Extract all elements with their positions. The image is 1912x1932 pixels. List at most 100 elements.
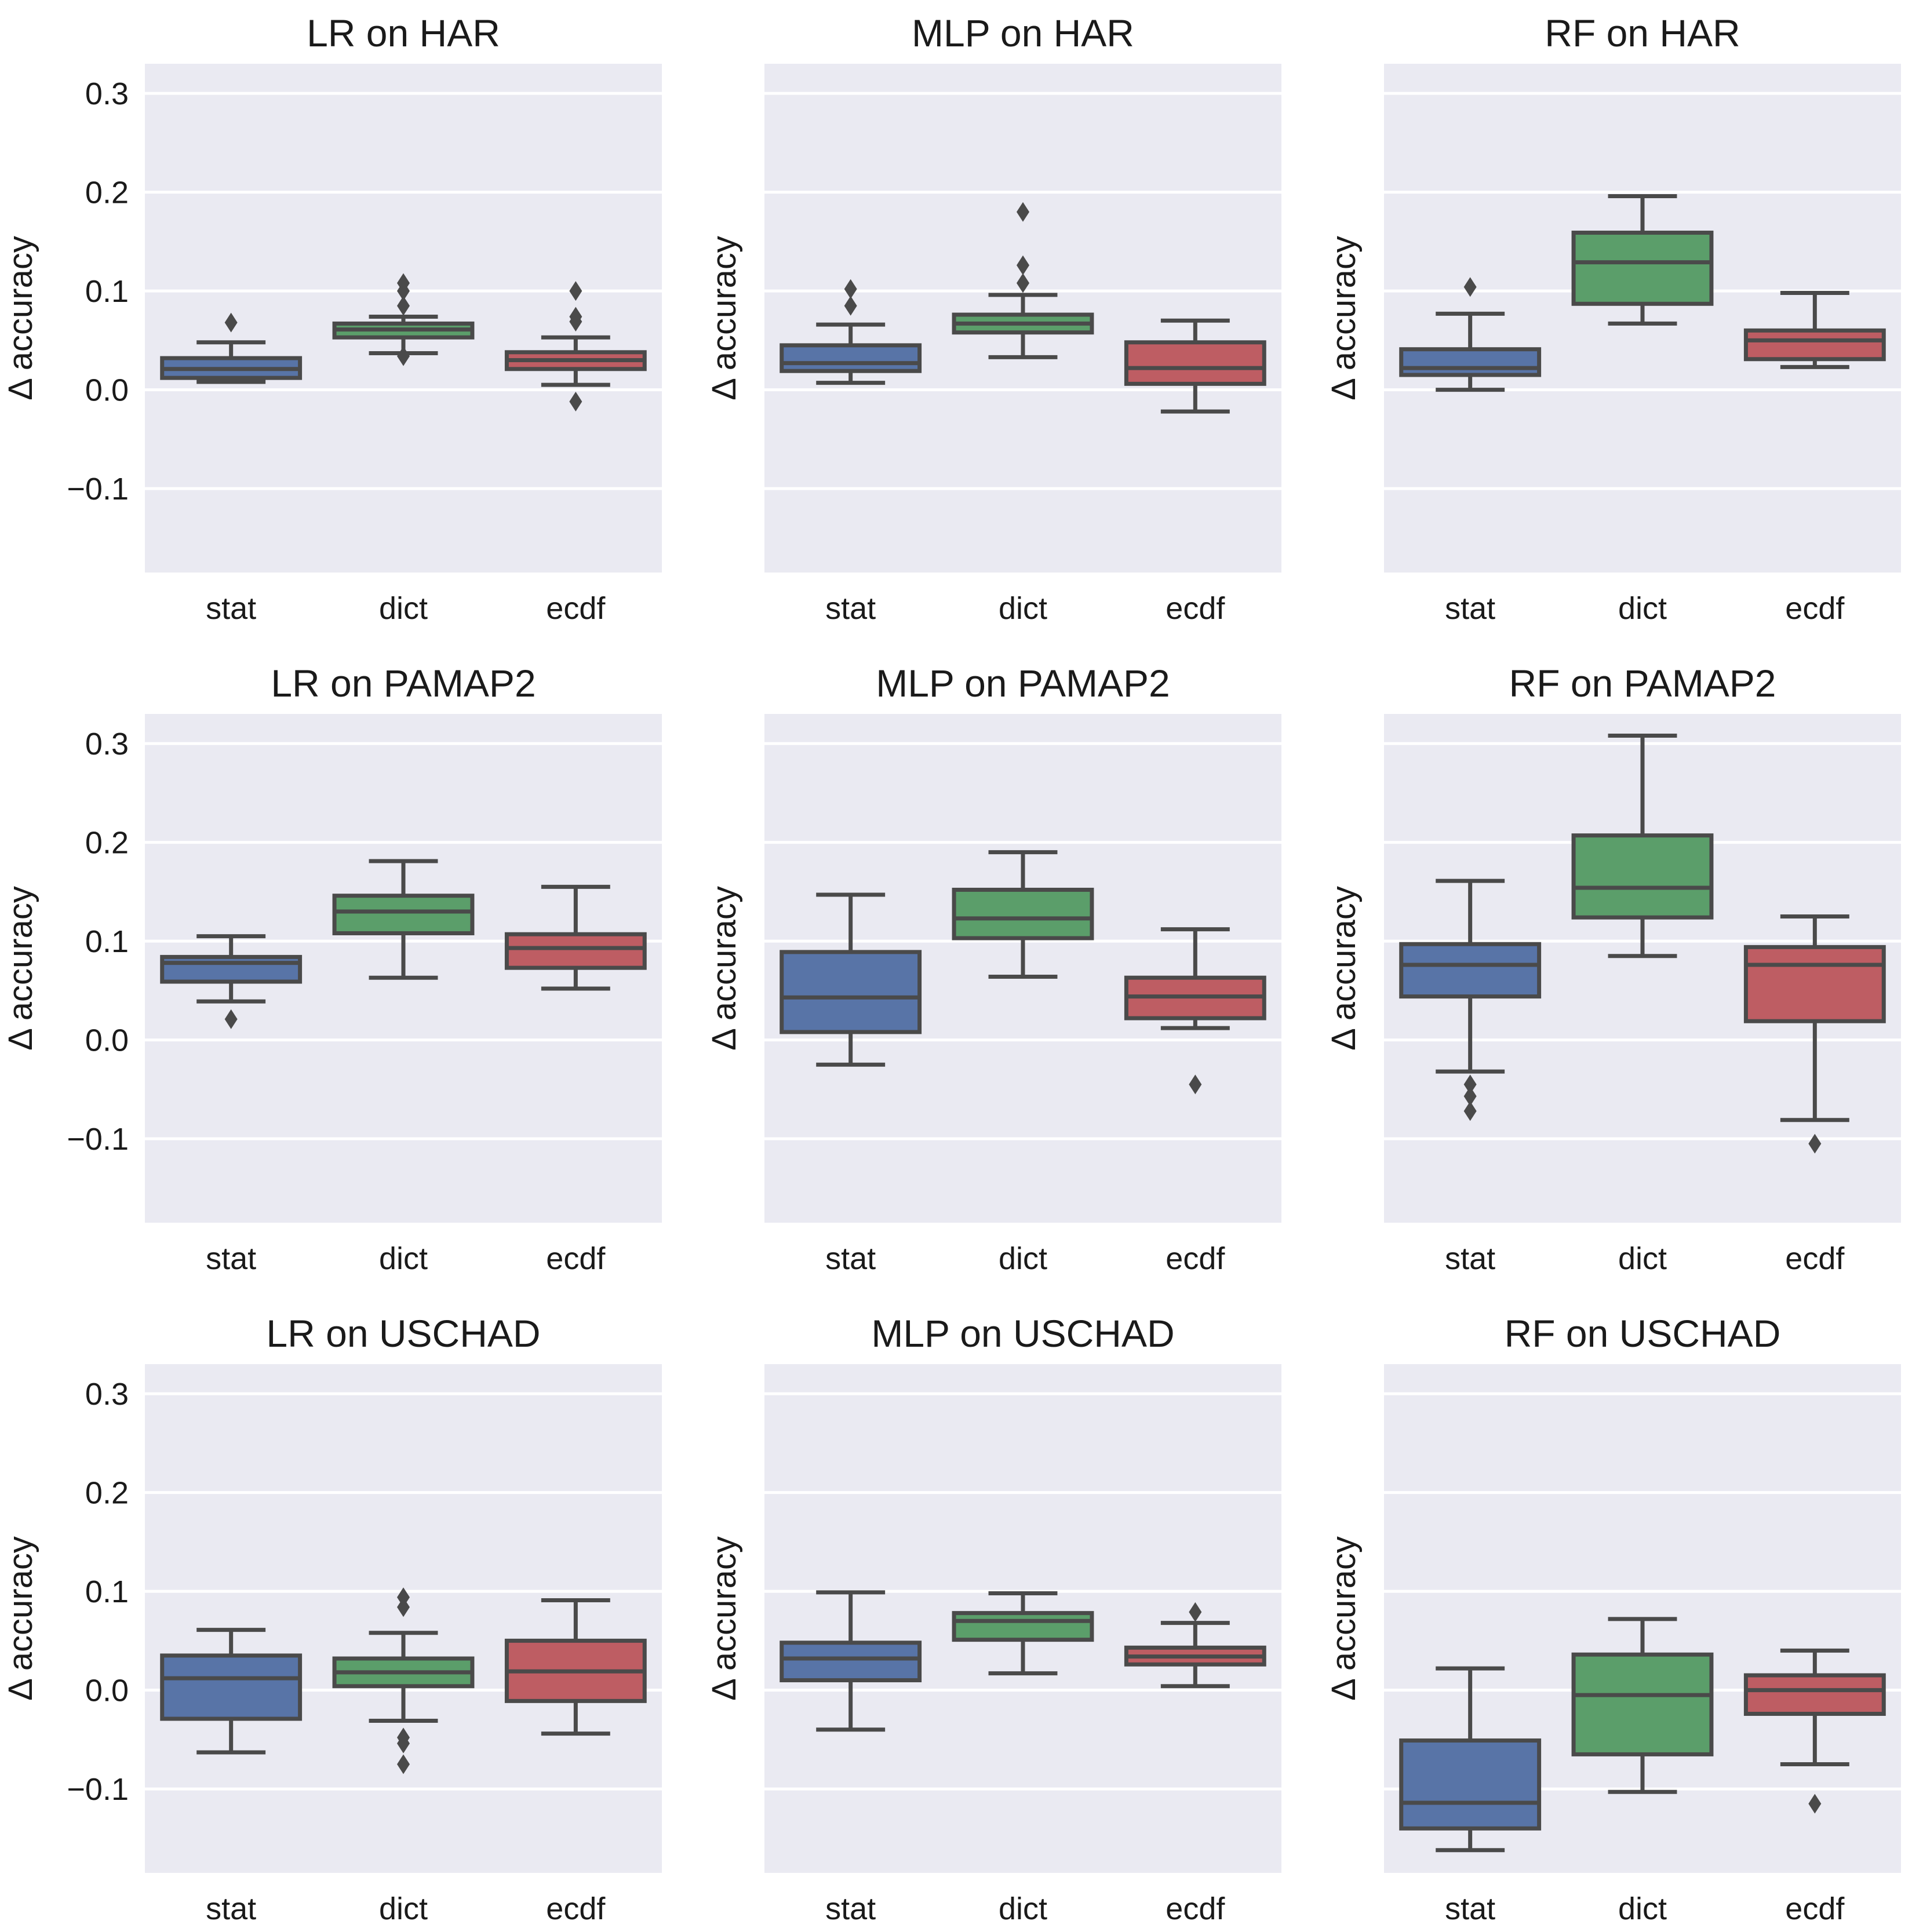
y-axis-label: Δ accuracy [2,1536,39,1701]
outlier-point [844,279,857,299]
box-ecdf [504,884,647,991]
y-tick-label: 0.2 [85,176,129,210]
panel-title: RF on HAR [1545,12,1740,54]
y-tick-label: 0.3 [85,727,129,761]
x-tick-label: stat [1445,1891,1495,1926]
box-dict [1571,734,1714,958]
y-tick-label: 0.0 [85,1674,129,1708]
iqr-box [1743,1673,1886,1716]
outlier-point [1463,1101,1477,1121]
x-tick-label: stat [1445,1241,1495,1276]
box-stat [1399,277,1542,392]
x-tick-label: stat [825,591,876,626]
x-tick-label: dict [1618,1891,1667,1926]
iqr-box [952,1611,1094,1642]
outlier-point [1808,1133,1822,1154]
iqr-box [952,887,1094,941]
x-tick-label: ecdf [1785,1241,1845,1276]
box-ecdf [1124,318,1266,414]
iqr-box [780,1641,922,1683]
box-dict [952,1591,1094,1676]
panel-6: RF on PAMAP2 Δ accuracy stat dict ecdf [1325,662,1901,1276]
y-axis-label: Δ accuracy [705,886,743,1051]
panel-title: MLP on HAR [912,12,1134,54]
outlier-point [224,1009,238,1029]
x-tick-label: stat [825,1241,876,1276]
panel-3: RF on HAR Δ accuracy stat dict ecdf [1325,12,1901,626]
outlier-point [397,346,410,366]
box-stat [780,279,922,385]
y-axis-label: Δ accuracy [1325,236,1363,400]
outlier-point [1808,1794,1822,1814]
box-dict [332,1587,475,1774]
iqr-box [1743,945,1886,1023]
y-tick-label: 0.1 [85,274,129,309]
panel-4: −0.1 0.0 0.1 0.2 0.3 LR on PAMAP2 Δ accuracy st… [2,662,662,1276]
iqr-box [160,1653,303,1721]
outlier-point [397,1754,410,1774]
y-tick-label: −0.1 [67,472,129,506]
panel-background [145,1364,662,1873]
iqr-box [1571,833,1714,920]
box-dict [1571,194,1714,326]
iqr-box [504,932,647,970]
iqr-box [332,894,475,935]
box-ecdf [504,1598,647,1736]
panel-9: RF on USCHAD Δ accuracy stat dict ecdf [1325,1312,1901,1926]
box-stat [1399,1666,1542,1853]
box-stat [1399,878,1542,1121]
y-axis-label: Δ accuracy [2,236,39,400]
x-tick-label: stat [1445,591,1495,626]
outlier-point [1017,255,1029,275]
box-ecdf [1743,291,1886,369]
x-tick-label: ecdf [1785,1891,1845,1926]
box-ecdf [1743,914,1886,1154]
x-tick-label: ecdf [1166,1891,1225,1926]
x-tick-label: stat [825,1891,876,1926]
outlier-point [569,392,582,412]
x-tick-label: ecdf [546,1891,606,1926]
panel-title: LR on PAMAP2 [271,662,536,705]
box-dict [332,273,475,366]
outlier-point [397,281,410,301]
x-tick-label: ecdf [1166,591,1225,626]
x-tick-label: ecdf [1166,1241,1225,1276]
outlier-point [397,1597,410,1617]
x-tick-label: dict [379,1241,428,1276]
panel-title: LR on USCHAD [266,1312,540,1355]
x-tick-label: stat [206,1241,256,1276]
y-tick-label: −0.1 [67,1122,129,1157]
x-tick-label: dict [999,1241,1047,1276]
y-tick-label: 0.1 [85,1574,129,1609]
y-tick-label: 0.1 [85,924,129,959]
box-stat [160,1628,303,1755]
x-tick-label: ecdf [546,591,606,626]
x-tick-label: ecdf [1785,591,1845,626]
iqr-box [780,343,922,373]
box-dict [332,859,475,980]
panel-title: MLP on USCHAD [871,1312,1174,1355]
panel-title: MLP on PAMAP2 [876,662,1170,705]
iqr-box [780,950,922,1034]
x-tick-label: dict [379,1891,428,1926]
iqr-box [1124,340,1266,386]
outlier-point [1189,1074,1202,1095]
iqr-box [1571,231,1714,306]
box-dict [1571,1617,1714,1794]
outlier-point [844,296,857,316]
y-tick-label: 0.3 [85,76,129,111]
box-stat [160,934,303,1029]
outlier-point [1189,1602,1202,1622]
x-tick-label: dict [1618,591,1667,626]
outlier-point [224,312,238,333]
x-tick-label: dict [999,1891,1047,1926]
outlier-point [1463,1074,1477,1095]
box-stat [780,892,922,1067]
x-tick-label: dict [379,591,428,626]
outlier-point [1017,273,1029,293]
x-tick-label: ecdf [546,1241,606,1276]
y-tick-label: 0.0 [85,373,129,408]
x-tick-label: stat [206,591,256,626]
x-tick-label: dict [999,591,1047,626]
panel-7: −0.1 0.0 0.1 0.2 0.3 LR on USCHAD Δ accuracy st… [2,1312,662,1926]
